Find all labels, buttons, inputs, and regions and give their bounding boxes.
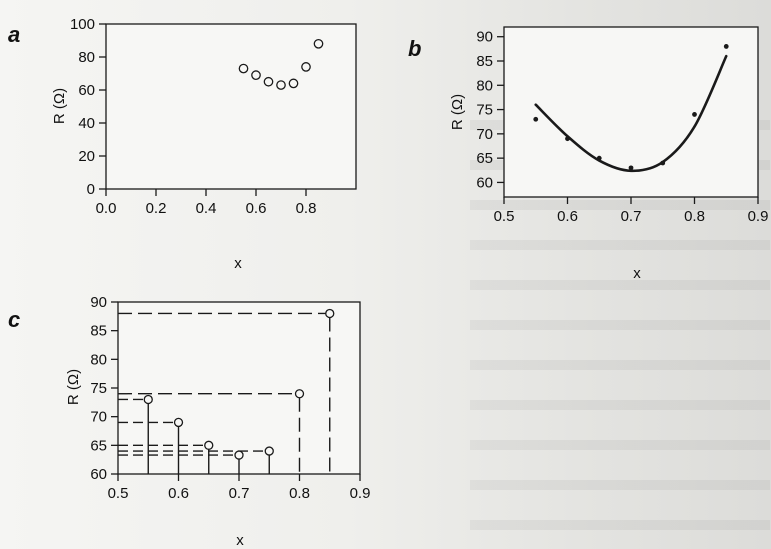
- x-tick-label: 0.8: [684, 208, 705, 225]
- panel-c: c 60 65 70 75 80 85 90 0.5 0.6 0.7 0.8 0.9 x R (Ω): [8, 294, 370, 549]
- data-point: [596, 155, 602, 161]
- data-point: [251, 70, 261, 81]
- data-point: [238, 63, 249, 74]
- x-tick-label: 0.4: [196, 200, 217, 217]
- y-tick-label: 0: [87, 181, 95, 198]
- x-tick-label: 0.5: [494, 208, 515, 225]
- data-point: [204, 440, 214, 450]
- y-tick-label: 85: [476, 53, 493, 70]
- x-tick-label: 0.2: [146, 200, 167, 217]
- y-tick-label: 70: [476, 126, 493, 143]
- data-point: [301, 62, 311, 72]
- y-tick-label: 90: [476, 29, 493, 46]
- x-tick-label: 0.6: [168, 485, 189, 502]
- data-point: [692, 112, 697, 117]
- data-point: [173, 417, 184, 428]
- panel-b: b 60 65 70 75 80 85 90 0.5 0.6 0.7 0.8 0.9 x R (Ω): [408, 26, 769, 282]
- y-axis-label: R (Ω): [65, 369, 82, 405]
- x-tick-label: 0.6: [246, 200, 267, 217]
- data-point: [276, 80, 286, 90]
- y-tick-label: 40: [78, 115, 95, 132]
- x-axis-label: x: [234, 255, 242, 272]
- y-tick-label: 80: [90, 351, 107, 368]
- x-tick-label: 0.5: [108, 485, 129, 502]
- y-tick-label: 100: [70, 16, 95, 33]
- data-point: [264, 446, 274, 456]
- x-tick-label: 0.7: [621, 208, 642, 225]
- x-tick-label: 0.7: [229, 485, 250, 502]
- y-tick-label: 60: [78, 82, 95, 99]
- y-tick-label: 60: [90, 466, 107, 483]
- plot-frame: [105, 23, 357, 190]
- data-point: [660, 160, 666, 166]
- data-point: [313, 38, 324, 49]
- y-tick-label: 80: [476, 77, 493, 94]
- x-tick-label: 0.0: [96, 200, 117, 217]
- x-axis-label: x: [633, 265, 641, 282]
- data-point: [533, 116, 539, 122]
- x-tick-label: 0.9: [350, 485, 371, 502]
- data-point: [565, 136, 570, 142]
- panel-label: c: [8, 307, 20, 332]
- y-axis-label: R (Ω): [449, 94, 466, 130]
- x-tick-label: 0.8: [289, 485, 310, 502]
- y-tick-label: 75: [90, 380, 107, 397]
- panel-a: a 0 20 40 60 80 100 0.0 0.2 0.4 0.6 0.8 x R (Ω): [8, 16, 357, 272]
- x-axis-label: x: [236, 532, 244, 549]
- y-tick-label: 80: [78, 49, 95, 66]
- y-tick-label: 65: [476, 150, 493, 167]
- x-tick-label: 0.6: [557, 208, 578, 225]
- data-point: [288, 78, 299, 89]
- data-point: [723, 44, 729, 49]
- x-tick-label: 0.8: [296, 200, 317, 217]
- data-point: [263, 76, 274, 87]
- data-point: [294, 389, 305, 399]
- panel-label: b: [408, 36, 421, 61]
- data-point: [143, 394, 153, 405]
- data-point: [325, 308, 335, 319]
- y-tick-label: 85: [90, 323, 107, 340]
- y-axis-label: R (Ω): [51, 88, 68, 124]
- data-point: [628, 165, 634, 171]
- y-tick-label: 60: [476, 174, 493, 191]
- y-tick-label: 65: [90, 437, 107, 454]
- x-tick-label: 0.9: [748, 208, 769, 225]
- y-tick-label: 90: [90, 294, 107, 311]
- data-point: [234, 450, 244, 460]
- y-tick-label: 75: [476, 102, 493, 119]
- y-tick-label: 70: [90, 409, 107, 426]
- y-tick-label: 20: [78, 148, 95, 165]
- plot-frame: [117, 301, 361, 475]
- fit-curve: [534, 54, 728, 173]
- panel-label: a: [8, 22, 20, 47]
